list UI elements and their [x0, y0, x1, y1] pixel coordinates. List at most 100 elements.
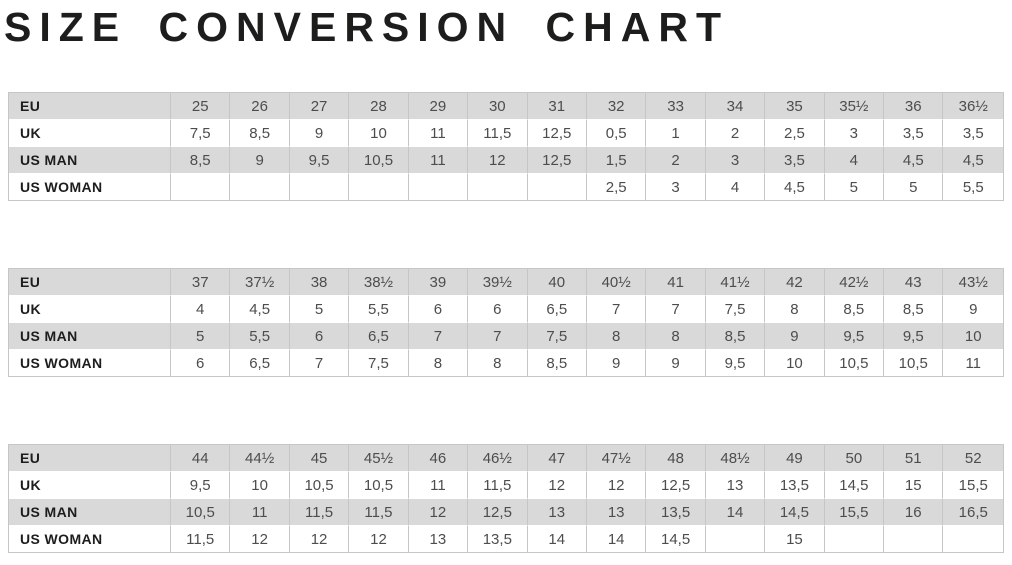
- size-cell: 14: [527, 526, 587, 552]
- size-cell: 9: [230, 147, 290, 174]
- size-cell: 45: [289, 445, 350, 472]
- size-table-1: EU 25 26 27 28 29 30 31 32 33 34 35 35½ 36 36½ UK 7,5 8,5…: [8, 92, 1004, 201]
- size-cell: 8,5: [884, 296, 944, 323]
- size-cell: 10: [349, 120, 409, 147]
- page-title: SIZE CONVERSION CHART: [4, 4, 730, 50]
- size-cell: [230, 174, 290, 200]
- size-cell: 6: [408, 296, 469, 323]
- size-cell: 8,5: [171, 147, 231, 174]
- size-cell: 14,5: [646, 526, 706, 552]
- size-cell: 8: [408, 350, 469, 376]
- size-cell: 11,5: [289, 499, 350, 526]
- size-cell: 34: [705, 93, 766, 120]
- table-row-us_man: US MAN 8,5 9 9,5 10,5 11 12 12,5 1,5 2 3 3,5 4 4,5 4,5: [9, 147, 1003, 174]
- size-cell: 9: [646, 350, 706, 376]
- size-cell: 4,5: [765, 174, 825, 200]
- size-cell: 51: [884, 445, 944, 472]
- size-cell: 15: [765, 526, 825, 552]
- table-row-eu: EU 25 26 27 28 29 30 31 32 33 34 35 35½ 36 36½: [9, 93, 1003, 120]
- row-label-us_woman: US WOMAN: [9, 526, 171, 552]
- size-cell: 7,5: [705, 296, 766, 323]
- size-cell: [824, 526, 885, 552]
- size-cell: 9: [586, 350, 647, 376]
- table-row-us_man: US MAN 5 5,5 6 6,5 7 7 7,5 8 8 8,5 9 9,5 9,5 10: [9, 323, 1003, 350]
- size-cell: 12: [230, 526, 290, 552]
- size-cell: 46: [408, 445, 469, 472]
- size-cell: 5: [824, 174, 885, 200]
- row-label-uk: UK: [9, 120, 171, 147]
- size-cell: 43: [884, 269, 944, 296]
- size-cell: 6: [171, 350, 231, 376]
- size-cell: [289, 174, 350, 200]
- size-cell: 42½: [824, 269, 885, 296]
- table-row-us_woman: US WOMAN 11,5 12 12 12 13 13,5 14 14 14,5 15: [9, 526, 1003, 552]
- table-row-uk: UK 7,5 8,5 9 10 11 11,5 12,5 0,5 1 2 2,5 3 3,5 3,5: [9, 120, 1003, 147]
- table-row-us_man: US MAN 10,5 11 11,5 11,5 12 12,5 13 13 13,5 14 14,5…: [9, 499, 1003, 526]
- size-cell: 5: [884, 174, 944, 200]
- size-cell: 49: [765, 445, 825, 472]
- size-cell: 10,5: [824, 350, 885, 376]
- size-cell: 48: [646, 445, 706, 472]
- size-cell: 14,5: [824, 472, 885, 499]
- size-cell: 15,5: [943, 472, 1003, 499]
- size-cell: 8,5: [705, 323, 766, 350]
- size-cell: 5,5: [943, 174, 1003, 200]
- size-cell: 26: [230, 93, 290, 120]
- row-label-uk: UK: [9, 296, 171, 323]
- size-cell: 10,5: [289, 472, 350, 499]
- size-cell: 8,5: [824, 296, 885, 323]
- size-cell: 12: [468, 147, 528, 174]
- size-cell: 6: [468, 296, 528, 323]
- size-cell: 27: [289, 93, 350, 120]
- size-cell: 8,5: [230, 120, 290, 147]
- row-label-eu: EU: [9, 93, 171, 120]
- size-cell: 12,5: [527, 120, 587, 147]
- size-cell: 11,5: [171, 526, 231, 552]
- size-cell: 7,5: [171, 120, 231, 147]
- size-cell: 35: [765, 93, 825, 120]
- size-cell: 12: [586, 472, 647, 499]
- row-label-us_woman: US WOMAN: [9, 174, 171, 200]
- size-cell: 6,5: [349, 323, 409, 350]
- size-cell: 8,5: [527, 350, 587, 376]
- size-cell: [349, 174, 409, 200]
- size-cell: 14,5: [765, 499, 825, 526]
- size-cell: 9: [943, 296, 1003, 323]
- size-cell: 11,5: [468, 120, 528, 147]
- size-cell: 5: [289, 296, 350, 323]
- size-cell: 11: [230, 499, 290, 526]
- size-cell: 12: [289, 526, 350, 552]
- size-cell: 39: [408, 269, 469, 296]
- size-cell: 10: [230, 472, 290, 499]
- row-label-us_man: US MAN: [9, 499, 171, 526]
- size-cell: 3,5: [943, 120, 1003, 147]
- size-cell: 11: [408, 472, 469, 499]
- size-cell: [884, 526, 944, 552]
- size-cell: 28: [349, 93, 409, 120]
- size-cell: 37½: [230, 269, 290, 296]
- size-cell: 36: [884, 93, 944, 120]
- size-cell: 4: [824, 147, 885, 174]
- size-cell: [705, 526, 766, 552]
- size-cell: 10: [943, 323, 1003, 350]
- size-cell: 45½: [349, 445, 409, 472]
- size-cell: 12,5: [527, 147, 587, 174]
- size-cell: 13,5: [646, 499, 706, 526]
- size-cell: 7: [468, 323, 528, 350]
- size-cell: 9,5: [289, 147, 350, 174]
- size-cell: 12: [527, 472, 587, 499]
- size-cell: 13: [705, 472, 766, 499]
- size-cell: 38: [289, 269, 350, 296]
- size-cell: 13: [586, 499, 647, 526]
- size-cell: 41½: [705, 269, 766, 296]
- size-cell: 16: [884, 499, 944, 526]
- size-cell: 13: [408, 526, 469, 552]
- size-cell: 5: [171, 323, 231, 350]
- size-cell: 33: [646, 93, 706, 120]
- size-cell: 47: [527, 445, 587, 472]
- size-cell: 46½: [468, 445, 528, 472]
- size-cell: 11: [408, 120, 469, 147]
- size-cell: 40: [527, 269, 587, 296]
- size-cell: 14: [705, 499, 766, 526]
- size-cell: 37: [171, 269, 231, 296]
